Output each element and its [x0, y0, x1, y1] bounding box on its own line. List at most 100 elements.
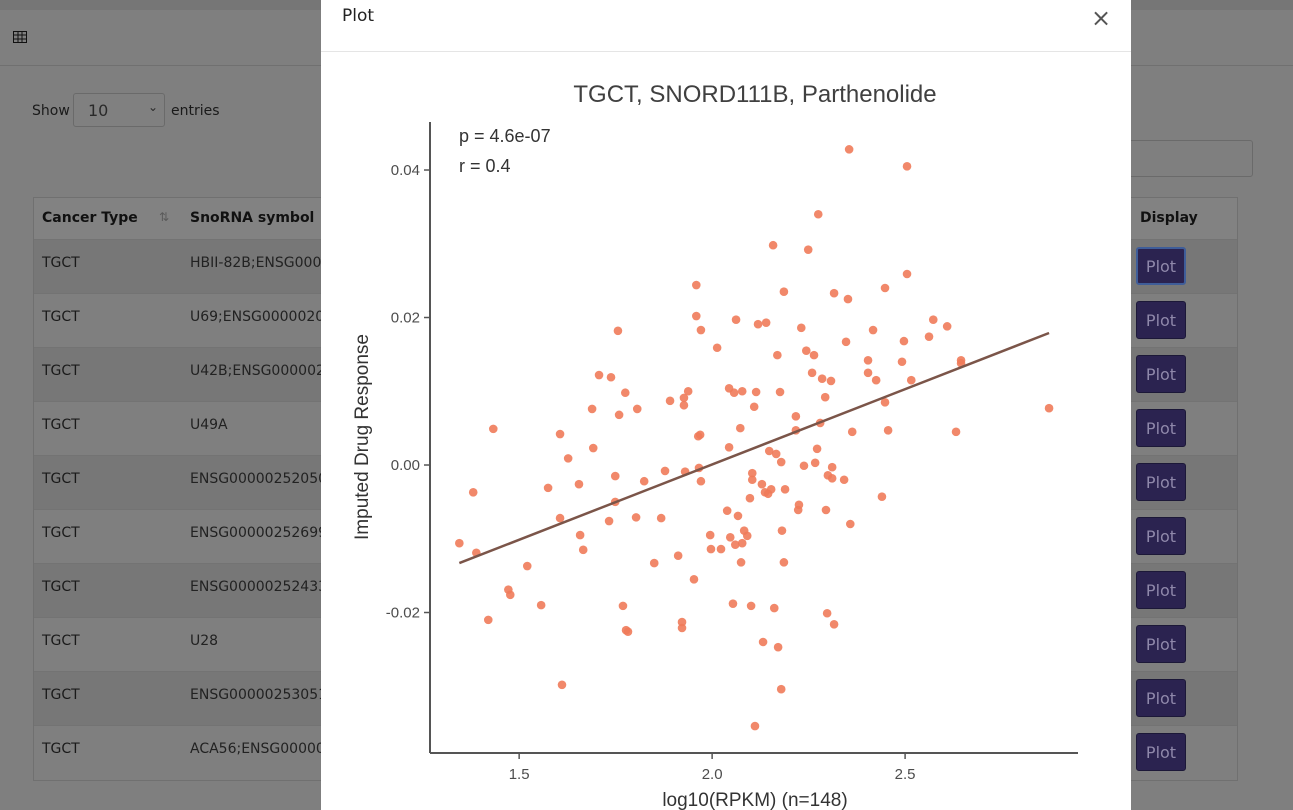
point: [827, 462, 837, 472]
point: [614, 410, 624, 420]
plot-button[interactable]: Plot: [1136, 409, 1186, 447]
select-value: 10: [88, 101, 109, 120]
point: [468, 487, 478, 497]
point: [829, 288, 839, 298]
show-label: Show: [32, 103, 70, 119]
modal: Plot ×: [321, 0, 1131, 810]
plot-button[interactable]: Plot: [1136, 733, 1186, 771]
cell: TGCT: [42, 525, 80, 541]
point: [578, 545, 588, 555]
point: [928, 315, 938, 325]
length-select[interactable]: 10 ⌄: [73, 93, 165, 127]
point: [505, 590, 515, 600]
point: [826, 376, 836, 386]
point: [863, 355, 873, 365]
point: [731, 315, 741, 325]
point: [587, 404, 597, 414]
point: [724, 443, 734, 452]
point: [758, 637, 768, 647]
point: [794, 500, 804, 510]
scatter-plot: TGCT, SNORD111B, Parthenolide p = 4.6e-0…: [352, 81, 1078, 810]
y-tick-label: 0.02: [391, 310, 420, 327]
cell: TGCT: [42, 471, 80, 487]
point: [639, 476, 649, 486]
point: [753, 319, 763, 329]
point: [522, 561, 532, 571]
modal-divider: [321, 51, 1131, 52]
cell: HBII-82B;ENSG0000: [190, 255, 331, 271]
cell: U28: [190, 633, 219, 649]
header-cell: Display: [1140, 210, 1198, 226]
fit-line: [458, 331, 1050, 565]
point: [839, 475, 849, 485]
point: [812, 444, 822, 454]
point: [606, 372, 616, 382]
point: [747, 468, 757, 478]
point: [673, 551, 683, 561]
point: [751, 387, 761, 397]
point: [880, 398, 890, 407]
point: [829, 620, 839, 629]
point: [557, 680, 567, 690]
plot-button[interactable]: Plot: [1136, 355, 1186, 393]
point: [822, 608, 832, 618]
point: [776, 457, 786, 467]
point: [455, 538, 464, 548]
point: [768, 240, 778, 250]
point: [775, 387, 785, 397]
chart-title: TGCT, SNORD111B, Parthenolide: [573, 81, 936, 108]
point: [880, 283, 890, 293]
point: [488, 424, 498, 434]
table-icon: [13, 31, 27, 43]
y-axis-label: Imputed Drug Response: [352, 334, 373, 540]
plot-button[interactable]: Plot: [1136, 625, 1186, 663]
point: [737, 386, 747, 396]
point: [683, 386, 693, 396]
cell: ENSG00000253051: [190, 687, 328, 703]
x-axis-label: log10(RPKM) (n=148): [662, 790, 847, 810]
point: [745, 493, 755, 503]
point: [868, 325, 878, 335]
modal-title: Plot: [342, 6, 375, 26]
point: [692, 311, 701, 321]
plot-button[interactable]: Plot: [1136, 517, 1186, 555]
point: [771, 449, 781, 459]
header-cell: Cancer Type: [42, 210, 138, 226]
point: [902, 269, 912, 279]
point: [803, 245, 813, 254]
point: [776, 684, 786, 694]
point: [779, 287, 789, 296]
plot-button[interactable]: Plot: [1136, 679, 1186, 717]
plot-button[interactable]: Plot: [1136, 571, 1186, 609]
point: [746, 601, 756, 611]
point: [656, 513, 666, 523]
point: [747, 475, 757, 485]
point: [807, 368, 817, 378]
plot-button[interactable]: Plot: [1136, 301, 1186, 339]
point: [766, 485, 776, 494]
plot-button[interactable]: Plot: [1136, 247, 1186, 285]
y-tick-label: 0.00: [391, 457, 420, 474]
plot-button[interactable]: Plot: [1136, 463, 1186, 501]
point: [827, 473, 837, 483]
point: [883, 426, 893, 435]
point: [841, 337, 851, 347]
point: [594, 370, 604, 380]
point: [801, 346, 811, 355]
point: [791, 412, 801, 421]
point: [610, 471, 620, 481]
point: [769, 603, 779, 613]
close-button[interactable]: ×: [1091, 4, 1112, 32]
point: [716, 544, 726, 554]
point: [906, 375, 916, 385]
point: [679, 400, 689, 410]
point: [750, 721, 760, 731]
cell: TGCT: [42, 633, 80, 649]
point: [729, 388, 739, 398]
point: [843, 294, 853, 304]
point: [813, 209, 823, 219]
point: [735, 423, 745, 433]
point: [695, 430, 705, 440]
point: [761, 318, 771, 327]
